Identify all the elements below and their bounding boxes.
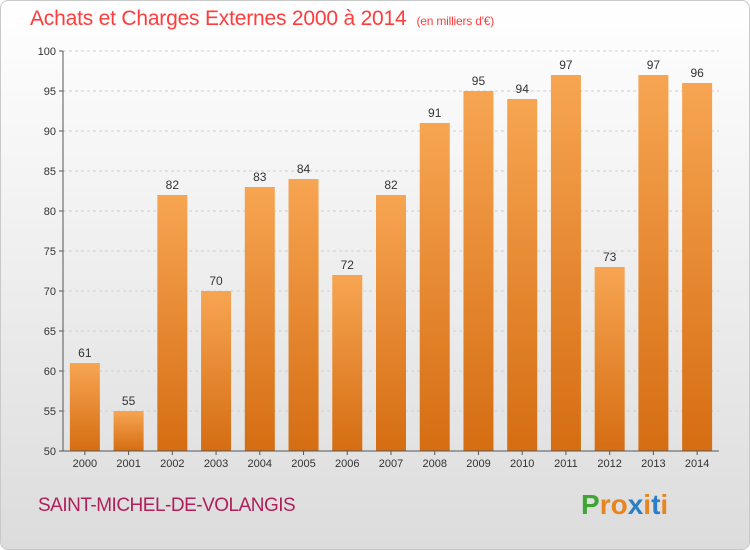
axes: 50 55 60 65 70 75 80 85 90 95 100 2000 2001 2002 2003 2… [38,46,719,470]
bar [594,267,625,451]
bar-value-label: 91 [428,106,442,120]
y-tick-label: 85 [44,166,56,178]
bar-value-label: 97 [647,58,661,72]
logo-letter: t [651,489,661,520]
x-tick-label: 2007 [379,458,403,470]
chart-title: Achats et Charges Externes 2000 à 2014 (e… [30,7,494,31]
bar-value-label: 73 [603,250,617,264]
bar [113,411,144,451]
x-tick-label: 2005 [291,458,315,470]
bar [201,291,232,451]
bar [419,123,450,451]
bar [69,363,100,451]
bar-value-label: 83 [253,170,267,184]
proxiti-logo: Proxiti [581,489,668,521]
chart-subtitle: (en milliers d'€) [416,14,495,28]
bar-value-label: 94 [516,82,530,96]
y-tick-label: 50 [44,446,56,458]
bar [376,195,406,451]
x-tick-label: 2012 [597,458,621,470]
bar [463,91,494,451]
bar-value-label: 55 [122,394,136,408]
x-tick-label: 2013 [641,458,665,470]
bar [638,75,669,451]
x-tick-label: 2011 [554,458,578,470]
y-tick-label: 90 [44,126,56,138]
logo-letter: i [643,489,652,520]
x-tick-label: 2000 [73,458,97,470]
bar [157,195,188,451]
bar [682,83,713,451]
bar-value-label: 96 [690,66,704,80]
x-tick-label: 2001 [116,458,140,470]
city-name: SAINT-MICHEL-DE-VOLANGIS [38,495,296,516]
logo-letter: r [599,489,611,520]
y-tick-label: 55 [44,406,56,418]
chart-title-text: Achats et Charges Externes 2000 à 2014 [30,7,407,30]
bar [550,75,581,451]
bar-value-label: 61 [78,346,92,360]
bar-value-label: 82 [384,178,398,192]
logo-letter: i [660,489,669,520]
bar-value-label: 70 [209,274,223,288]
x-tick-label: 2010 [510,458,534,470]
y-tick-label: 95 [44,86,56,98]
bar [332,275,363,451]
y-tick-label: 80 [44,206,56,218]
y-tick-label: 70 [44,286,56,298]
bar-value-label: 72 [341,258,355,272]
y-tick-label: 100 [38,46,56,58]
x-tick-label: 2004 [248,458,272,470]
bar [288,179,319,451]
bar-value-label: 84 [297,162,311,176]
logo-letter: x [627,489,644,520]
bar-value-label: 97 [559,58,573,72]
x-tick-label: 2008 [422,458,446,470]
logo-letter: o [610,489,628,520]
x-tick-label: 2002 [160,458,184,470]
x-tick-label: 2006 [335,458,359,470]
bar-value-label: 95 [472,74,486,88]
y-tick-label: 75 [44,246,56,258]
bar [507,99,538,451]
logo-letter: P [581,489,600,520]
y-tick-label: 60 [44,366,56,378]
x-tick-label: 2003 [204,458,228,470]
bar [244,187,275,451]
x-tick-label: 2009 [466,458,490,470]
y-tick-label: 65 [44,326,56,338]
x-tick-label: 2014 [685,458,709,470]
bars: 61 55 82 70 83 84 72 82 91 95 94 97 73 97 96 [69,58,713,451]
bar-value-label: 82 [166,178,180,192]
